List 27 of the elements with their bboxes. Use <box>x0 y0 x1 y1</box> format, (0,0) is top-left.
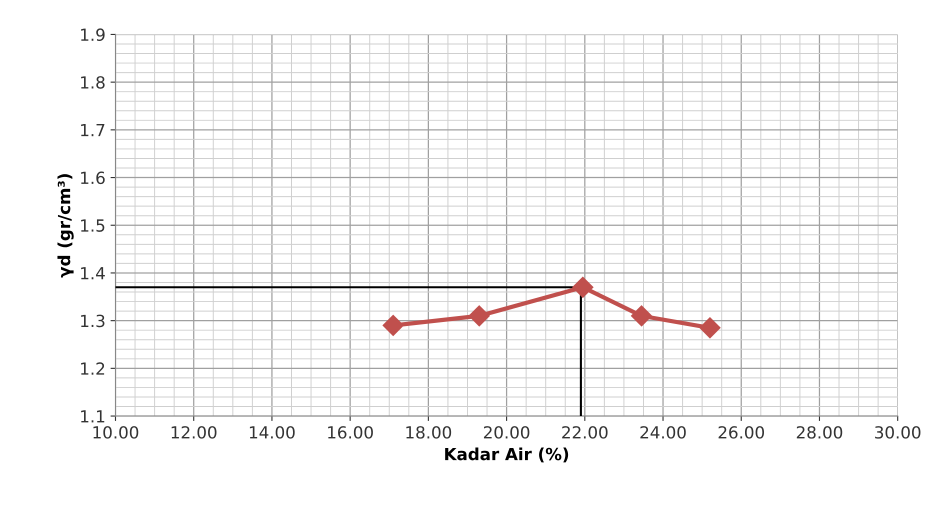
y-tick-label: 1.8 <box>81 76 105 89</box>
x-tick-label: 24.00 <box>640 426 686 439</box>
point <box>382 314 404 336</box>
x-tick-label: 18.00 <box>406 426 452 439</box>
x-tick-label: 22.00 <box>562 426 608 439</box>
x-tick-label: 26.00 <box>718 426 764 439</box>
point <box>572 276 594 298</box>
x-tick-label: 12.00 <box>172 426 216 439</box>
x-axis-title: Kadar Air (%) <box>445 447 568 462</box>
x-tick-label: 20.00 <box>484 426 530 439</box>
y-axis-title: γd (gr/cm³) <box>57 174 74 278</box>
x-tick-label: 14.00 <box>250 426 295 439</box>
y-tick-label: 1.4 <box>81 267 105 280</box>
x-tick-label: 30.00 <box>875 426 920 439</box>
point <box>699 317 720 338</box>
y-tick-label: 1.7 <box>81 124 104 136</box>
y-tick-label: 1.1 <box>81 410 104 422</box>
point <box>468 305 490 326</box>
x-tick-label: 16.00 <box>328 426 373 439</box>
x-tick-label: 10.00 <box>93 426 138 439</box>
point <box>631 305 652 326</box>
y-tick-label: 1.3 <box>81 314 104 328</box>
y-tick-label: 1.2 <box>81 362 104 375</box>
y-tick-label: 1.5 <box>81 219 104 232</box>
y-tick-label: 1.9 <box>81 28 105 42</box>
x-tick-label: 28.00 <box>796 426 842 439</box>
y-tick-label: 1.6 <box>81 172 105 184</box>
